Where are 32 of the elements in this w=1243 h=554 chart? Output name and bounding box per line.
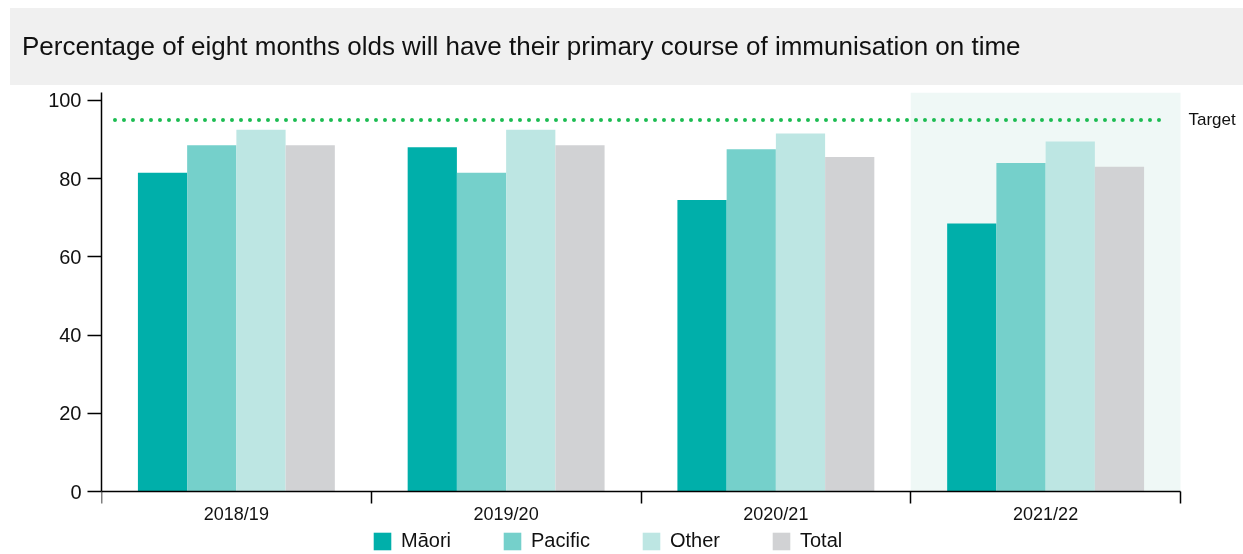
legend-label: Total xyxy=(799,529,843,552)
legend-label: Pacific xyxy=(531,529,590,552)
bar xyxy=(555,145,605,492)
ref-line-label: Target xyxy=(1188,110,1237,130)
bar xyxy=(285,145,335,492)
bar xyxy=(1045,141,1095,492)
bar xyxy=(775,133,826,492)
y-tick-label: 60 xyxy=(59,245,82,268)
y-tick-label: 20 xyxy=(59,402,82,425)
y-tick-label: 40 xyxy=(59,324,82,347)
y-tick-label: 80 xyxy=(59,167,82,190)
bar xyxy=(677,200,727,492)
x-tick-label: 2019/20 xyxy=(473,503,539,524)
bar xyxy=(137,172,188,492)
bar xyxy=(825,157,875,492)
bar xyxy=(407,147,457,492)
legend-label: Māori xyxy=(401,529,452,552)
bar xyxy=(996,162,1046,492)
bar xyxy=(506,129,556,492)
bar xyxy=(726,149,776,492)
bar xyxy=(187,145,237,492)
bar xyxy=(1094,166,1145,492)
y-tick-label: 0 xyxy=(70,480,82,503)
chart-title: Percentage of eight months olds will have their primary course of immunisation on time xyxy=(22,30,1021,63)
bar xyxy=(236,129,286,492)
bar xyxy=(947,223,997,492)
x-tick-label: 2020/21 xyxy=(743,503,809,524)
x-tick-label: 2018/19 xyxy=(203,503,269,524)
y-tick-label: 100 xyxy=(48,89,82,112)
bar xyxy=(456,172,507,492)
legend-label: Other xyxy=(669,529,720,552)
x-tick-label: 2021/22 xyxy=(1013,503,1079,524)
